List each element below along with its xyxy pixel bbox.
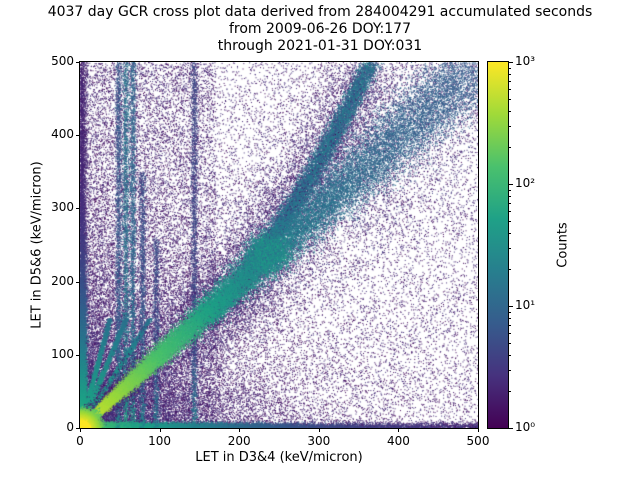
plot-area xyxy=(79,61,479,429)
colorbar-minor-tick-mark xyxy=(509,98,511,100)
x-tick-mark xyxy=(318,428,320,432)
colorbar-tick-mark xyxy=(509,428,513,429)
y-axis-label: LET in D5&6 (keV/micron) xyxy=(29,161,45,329)
colorbar-minor-tick-mark xyxy=(509,80,511,82)
x-axis-label: LET in D3&4 (keV/micron) xyxy=(195,450,363,465)
colorbar-minor-tick-mark xyxy=(509,354,511,356)
colorbar-tick-label: 10⁰ xyxy=(515,420,536,434)
colorbar-minor-tick-mark xyxy=(509,89,511,91)
colorbar-minor-tick-mark xyxy=(509,324,511,326)
y-tick-mark xyxy=(76,62,80,63)
x-tick-label: 0 xyxy=(76,434,84,448)
y-tick-mark xyxy=(76,281,80,283)
colorbar-minor-tick-mark xyxy=(509,67,511,69)
colorbar-tick-label: 10¹ xyxy=(515,298,536,312)
x-tick-mark xyxy=(398,428,400,432)
y-tick-label: 400 xyxy=(51,127,74,142)
colorbar-minor-tick-mark xyxy=(509,333,511,335)
chart-title-line3: through 2021-01-31 DOY:031 xyxy=(217,38,423,54)
colorbar-minor-tick-mark xyxy=(509,211,511,213)
y-tick-label: 300 xyxy=(51,200,74,215)
colorbar-minor-tick-mark xyxy=(509,189,511,191)
colorbar-minor-tick-mark xyxy=(509,391,511,393)
colorbar-tick-label: 10³ xyxy=(515,54,536,68)
y-tick-label: 200 xyxy=(51,273,74,288)
colorbar-gradient xyxy=(488,62,508,428)
colorbar-minor-tick-mark xyxy=(509,247,511,249)
y-tick-label: 100 xyxy=(51,346,74,361)
colorbar-label: Counts xyxy=(555,222,571,268)
colorbar-minor-tick-mark xyxy=(509,202,511,204)
colorbar-minor-tick-mark xyxy=(509,342,511,344)
colorbar-tick-mark xyxy=(509,184,513,185)
chart-title-line1: 4037 day GCR cross plot data derived fro… xyxy=(47,4,593,20)
colorbar-minor-tick-mark xyxy=(509,232,511,234)
x-tick-label: 200 xyxy=(227,434,251,448)
colorbar-minor-tick-mark xyxy=(509,125,511,127)
x-tick-label: 300 xyxy=(307,434,331,448)
colorbar-minor-tick-mark xyxy=(509,269,511,271)
colorbar-tick-mark xyxy=(509,62,513,63)
colorbar-minor-tick-mark xyxy=(509,369,511,371)
colorbar-minor-tick-mark xyxy=(509,195,511,197)
y-tick-mark xyxy=(76,208,80,210)
x-tick-label: 500 xyxy=(466,434,490,448)
y-tick-mark xyxy=(76,354,80,356)
density-plot-canvas xyxy=(80,62,478,428)
y-tick-label: 500 xyxy=(51,54,74,68)
colorbar-minor-tick-mark xyxy=(509,73,511,75)
colorbar xyxy=(487,61,509,429)
colorbar-tick-label: 10² xyxy=(515,176,536,190)
colorbar-tick-mark xyxy=(509,306,513,307)
x-tick-mark xyxy=(478,428,479,432)
colorbar-minor-tick-mark xyxy=(509,147,511,149)
x-tick-mark xyxy=(80,428,81,432)
y-tick-label: 0 xyxy=(66,420,74,434)
colorbar-minor-tick-mark xyxy=(509,110,511,112)
colorbar-minor-tick-mark xyxy=(509,317,511,319)
y-tick-mark xyxy=(76,428,80,429)
x-tick-mark xyxy=(159,428,161,432)
x-tick-mark xyxy=(239,428,241,432)
x-tick-label: 100 xyxy=(148,434,172,448)
x-tick-label: 400 xyxy=(386,434,410,448)
colorbar-minor-tick-mark xyxy=(509,220,511,222)
y-tick-mark xyxy=(76,135,80,137)
colorbar-minor-tick-mark xyxy=(509,311,511,313)
chart-title-line2: from 2009-06-26 DOY:177 xyxy=(228,21,411,37)
